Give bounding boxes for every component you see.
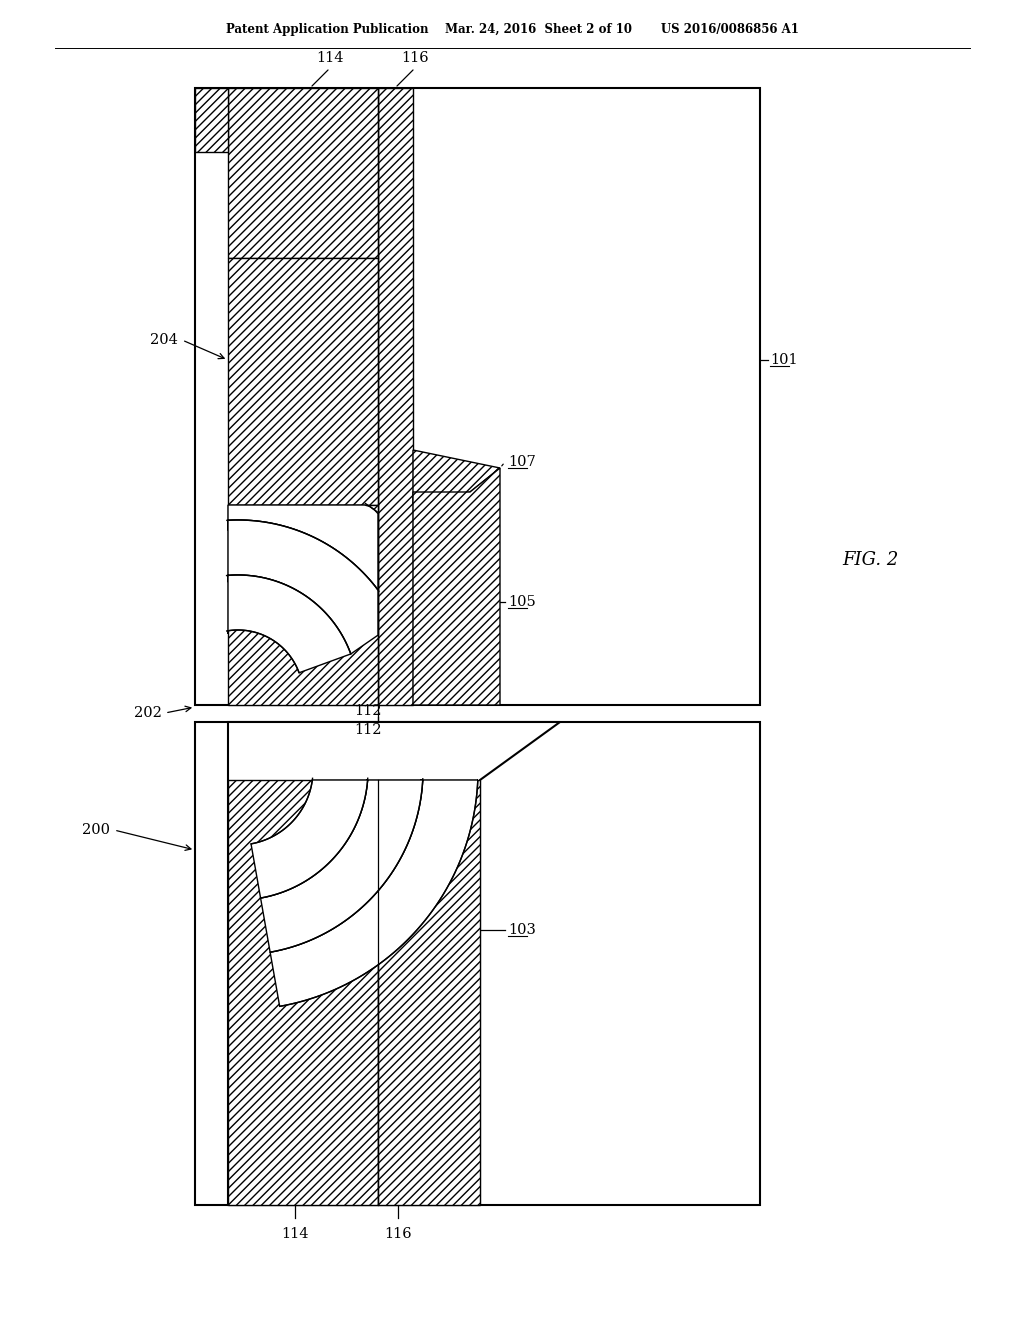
Text: 114: 114: [316, 51, 344, 65]
Text: 116: 116: [384, 1228, 412, 1241]
Polygon shape: [228, 506, 378, 705]
Text: 200: 200: [82, 822, 110, 837]
Polygon shape: [228, 520, 378, 653]
Text: 112: 112: [354, 723, 382, 737]
Polygon shape: [228, 576, 351, 673]
Text: FIG. 2: FIG. 2: [842, 550, 898, 569]
Text: 204: 204: [151, 333, 178, 347]
Bar: [195, 88, 760, 705]
Text: 114: 114: [282, 1228, 309, 1241]
Text: 116: 116: [401, 51, 429, 65]
Text: 107: 107: [508, 455, 536, 469]
Polygon shape: [228, 257, 378, 506]
Text: 101: 101: [770, 352, 798, 367]
Text: 112: 112: [354, 704, 382, 718]
Text: 103: 103: [508, 923, 536, 937]
Polygon shape: [378, 780, 480, 1205]
Polygon shape: [413, 469, 500, 705]
Polygon shape: [228, 506, 378, 635]
Text: Patent Application Publication    Mar. 24, 2016  Sheet 2 of 10       US 2016/008: Patent Application Publication Mar. 24, …: [225, 24, 799, 37]
Text: 202: 202: [134, 706, 162, 719]
Polygon shape: [195, 88, 228, 152]
Polygon shape: [228, 722, 560, 1205]
Polygon shape: [378, 88, 413, 705]
Polygon shape: [413, 450, 500, 506]
Polygon shape: [228, 88, 378, 257]
Polygon shape: [270, 780, 478, 1006]
Polygon shape: [260, 780, 423, 952]
Text: 105: 105: [508, 595, 536, 609]
Polygon shape: [251, 780, 368, 898]
Polygon shape: [228, 780, 378, 1205]
Bar: [195, 722, 760, 1205]
